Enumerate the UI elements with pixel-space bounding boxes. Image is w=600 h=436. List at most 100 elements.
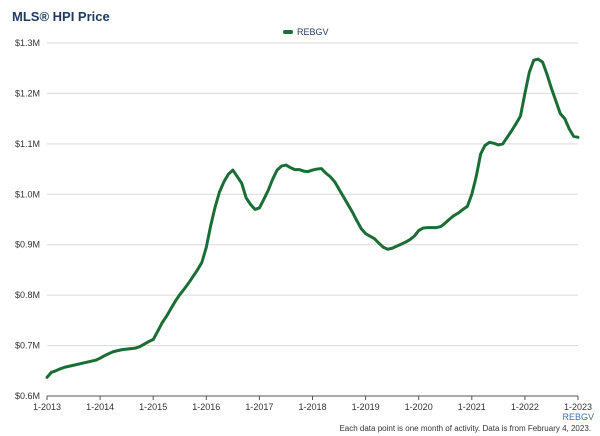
data-point[interactable]: 4-2017: 1030000 (271, 177, 274, 181)
data-point[interactable]: 7-2015: 801000 (178, 293, 181, 296)
data-point[interactable]: 6-2016: 1040000 (227, 172, 230, 176)
data-point[interactable]: 12-2014: 708000 (147, 340, 150, 343)
data-point[interactable]: 4-2015: 758000 (165, 315, 168, 318)
data-point[interactable]: 12-2015: 865000 (200, 261, 204, 264)
data-point[interactable]: 3-2019: 912000 (373, 237, 376, 240)
data-point[interactable]: 3-2022: 1266000 (532, 58, 535, 62)
data-point[interactable]: 10-2018: 965000 (351, 210, 354, 214)
data-point[interactable]: 4-2016: 1005000 (218, 190, 221, 193)
data-point[interactable]: 2-2022: 1242000 (528, 71, 531, 74)
data-point[interactable]: 1-2013: 637000 (45, 376, 49, 379)
data-point[interactable]: 5-2018: 1035000 (329, 175, 332, 178)
data-point[interactable]: 6-2013: 659000 (67, 365, 71, 368)
data-point[interactable]: 10-2013: 667000 (85, 361, 89, 364)
data-point[interactable]: 10-2021: 1126000 (510, 129, 513, 132)
data-point[interactable]: 12-2017: 1045000 (306, 170, 310, 173)
data-point[interactable]: 12-2013: 671000 (94, 358, 97, 362)
data-point[interactable]: 2-2017: 990000 (262, 198, 266, 201)
data-point[interactable]: 7-2016: 1048000 (231, 168, 235, 172)
data-point[interactable]: 7-2020: 943000 (444, 221, 447, 225)
data-point[interactable]: 5-2020: 934000 (435, 226, 438, 229)
data-point[interactable]: 9-2021: 1113000 (506, 136, 509, 139)
data-point[interactable]: 4-2018: 1042000 (324, 171, 327, 175)
data-point[interactable]: 6-2021: 1101000 (492, 142, 496, 145)
data-point[interactable]: 8-2019: 897000 (395, 245, 398, 248)
data-point[interactable]: 12-2021: 1155000 (519, 114, 522, 118)
data-point[interactable]: 5-2017: 1048000 (275, 168, 279, 172)
data-point[interactable]: 6-2022: 1238000 (545, 73, 549, 76)
data-point[interactable]: 9-2013: 665000 (81, 362, 84, 365)
data-point[interactable]: 4-2020: 934000 (430, 226, 434, 229)
data-point[interactable]: 11-2016: 980000 (249, 203, 252, 206)
data-point[interactable]: 9-2019: 901000 (399, 243, 403, 246)
data-point[interactable]: 7-2019: 893000 (390, 247, 394, 250)
data-point[interactable]: 12-2016: 970000 (253, 208, 257, 211)
data-point[interactable]: 3-2014: 684000 (107, 352, 111, 355)
data-point[interactable]: 10-2022: 1150000 (563, 117, 566, 120)
data-point[interactable]: 8-2017: 1053000 (289, 166, 292, 169)
data-point[interactable]: 11-2014: 703000 (143, 342, 146, 346)
data-point[interactable]: 9-2017: 1049000 (293, 168, 296, 171)
data-point[interactable]: 2-2020: 933000 (421, 226, 425, 230)
data-point[interactable]: 1-2017: 973000 (258, 206, 261, 210)
data-point[interactable]: 3-2018: 1051000 (320, 167, 323, 170)
data-point[interactable]: 12-2022: 1115000 (572, 135, 575, 138)
data-point[interactable]: 9-2022: 1160000 (559, 112, 562, 115)
data-point[interactable]: 8-2018: 995000 (342, 195, 345, 199)
data-point[interactable]: 9-2014: 695000 (134, 346, 137, 350)
data-point[interactable]: 6-2015: 788000 (174, 299, 177, 303)
data-point[interactable]: 6-2017: 1056000 (280, 164, 283, 168)
data-point[interactable]: 3-2013: 650000 (54, 369, 58, 372)
data-point[interactable]: 11-2017: 1046000 (302, 169, 305, 173)
data-point[interactable]: 8-2022: 1185000 (554, 99, 558, 103)
data-point[interactable]: 11-2015: 850000 (196, 268, 199, 272)
data-point[interactable]: 4-2021: 1097000 (483, 144, 487, 147)
data-point[interactable]: 9-2018: 980000 (346, 203, 350, 206)
data-point[interactable]: 1-2019: 922000 (364, 232, 367, 235)
data-point[interactable]: 2-2016: 938000 (209, 224, 212, 227)
data-point[interactable]: 5-2013: 657000 (63, 366, 66, 369)
data-point[interactable]: 11-2021: 1140000 (514, 122, 518, 125)
data-point[interactable]: 1-2020: 928000 (417, 229, 420, 232)
data-point[interactable]: 7-2014: 693000 (125, 347, 128, 351)
data-point[interactable]: 9-2020: 958000 (452, 214, 456, 217)
data-point[interactable]: 5-2016: 1025000 (222, 180, 226, 183)
data-point[interactable]: 7-2018: 1010000 (337, 188, 341, 191)
data-point[interactable]: 5-2019: 895000 (382, 246, 385, 249)
data-point[interactable]: 2-2013: 647000 (50, 371, 53, 374)
data-point[interactable]: 4-2014: 688000 (112, 350, 115, 353)
data-point[interactable]: 2-2019: 917000 (368, 234, 372, 238)
data-point[interactable]: 6-2018: 1025000 (333, 180, 336, 183)
data-point[interactable]: 2-2021: 1035000 (475, 175, 478, 178)
data-point[interactable]: 1-2014: 675000 (98, 356, 102, 360)
data-point[interactable]: 5-2014: 690000 (116, 349, 120, 352)
data-point[interactable]: 6-2020: 936000 (439, 225, 443, 228)
data-point[interactable]: 2-2018: 1050000 (315, 167, 319, 171)
data-point[interactable]: 5-2015: 773000 (169, 307, 173, 310)
data-point[interactable]: 11-2018: 948000 (355, 219, 358, 222)
data-point[interactable]: 6-2019: 891000 (386, 248, 389, 251)
data-point[interactable]: 3-2017: 1008000 (267, 189, 270, 192)
data-point[interactable]: 4-2022: 1268000 (536, 57, 540, 61)
data-point[interactable]: 10-2014: 698000 (138, 345, 142, 348)
data-point[interactable]: 8-2015: 812000 (182, 287, 186, 291)
data-point[interactable]: 3-2021: 1080000 (479, 152, 482, 156)
data-point[interactable]: 12-2018: 932000 (359, 227, 363, 230)
data-point[interactable]: 9-2015: 824000 (187, 281, 190, 285)
data-point[interactable]: 8-2021: 1100000 (501, 142, 504, 146)
series-line-rebgv[interactable] (45, 57, 580, 379)
data-point[interactable]: 11-2022: 1130000 (567, 127, 571, 130)
data-point[interactable]: 12-2020: 976000 (466, 205, 469, 208)
data-point[interactable]: 8-2013: 663000 (76, 363, 80, 366)
legend[interactable]: REBGV (283, 27, 329, 37)
data-point[interactable]: 7-2021: 1098000 (497, 143, 500, 147)
data-point[interactable]: 11-2013: 669000 (90, 360, 93, 363)
data-point[interactable]: 5-2021: 1103000 (488, 141, 491, 144)
data-point[interactable]: 3-2015: 745000 (160, 321, 164, 325)
data-point[interactable]: 10-2020: 963000 (457, 211, 460, 215)
data-point[interactable]: 5-2022: 1262000 (541, 60, 544, 64)
data-point[interactable]: 8-2016: 1035000 (236, 175, 239, 178)
data-point[interactable]: 3-2020: 934000 (426, 226, 429, 229)
data-point[interactable]: 10-2019: 905000 (404, 240, 407, 244)
data-point[interactable]: 10-2016: 993000 (244, 196, 248, 200)
